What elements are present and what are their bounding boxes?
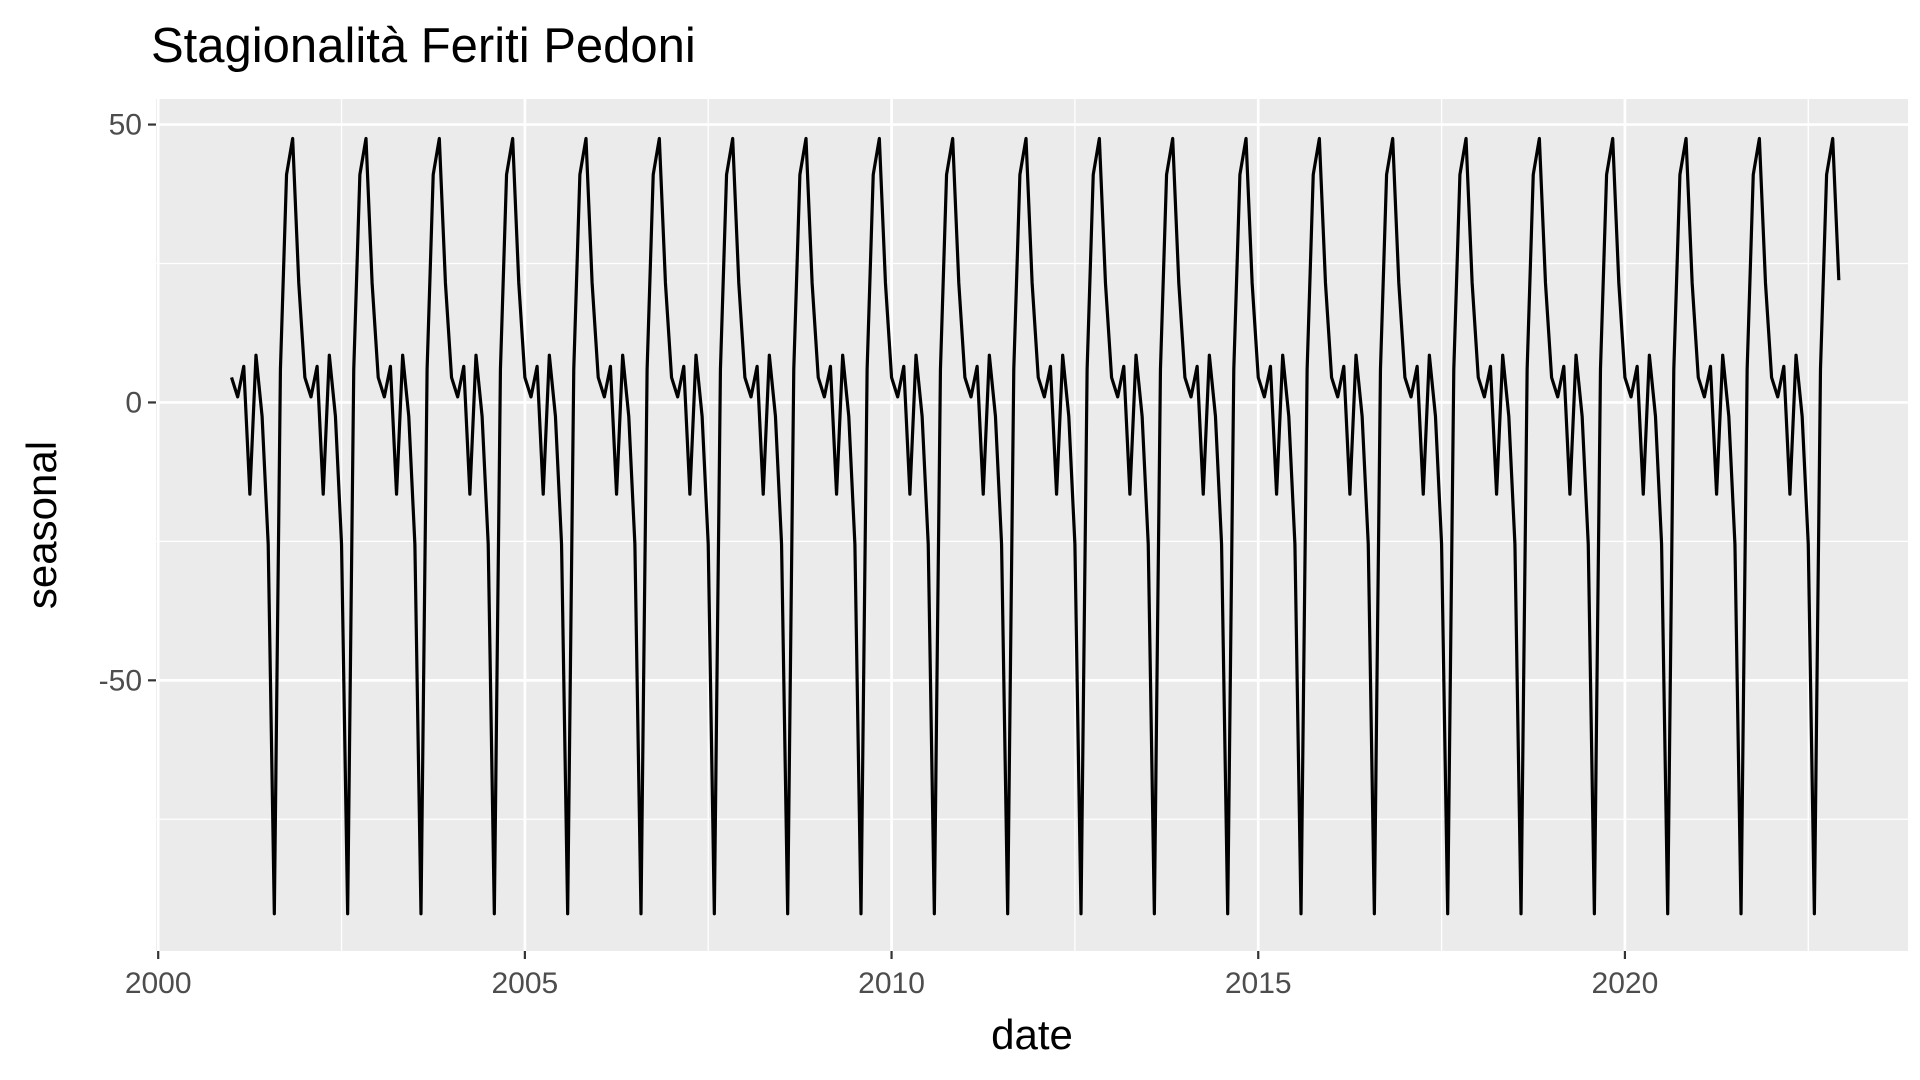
y-axis-title: seasonal [18, 441, 65, 609]
y-axis: 50 0 -50 [99, 109, 156, 697]
series-line [230, 136, 1841, 916]
x-tick-label: 2000 [125, 967, 192, 1000]
y-tick-label: 0 [125, 386, 142, 419]
x-axis: 2000 2005 2010 2015 2020 [125, 951, 1658, 1000]
x-tick-label: 2005 [492, 967, 559, 1000]
y-tick-label: 50 [109, 109, 142, 142]
x-tick-label: 2010 [858, 967, 925, 1000]
chart-title: Stagionalità Feriti Pedoni [151, 19, 696, 73]
major-grid [156, 99, 1908, 951]
x-tick-label: 2015 [1225, 967, 1292, 1000]
x-tick-label: 2020 [1592, 967, 1659, 1000]
x-axis-title: date [991, 1011, 1073, 1058]
y-tick-label: -50 [99, 664, 142, 697]
